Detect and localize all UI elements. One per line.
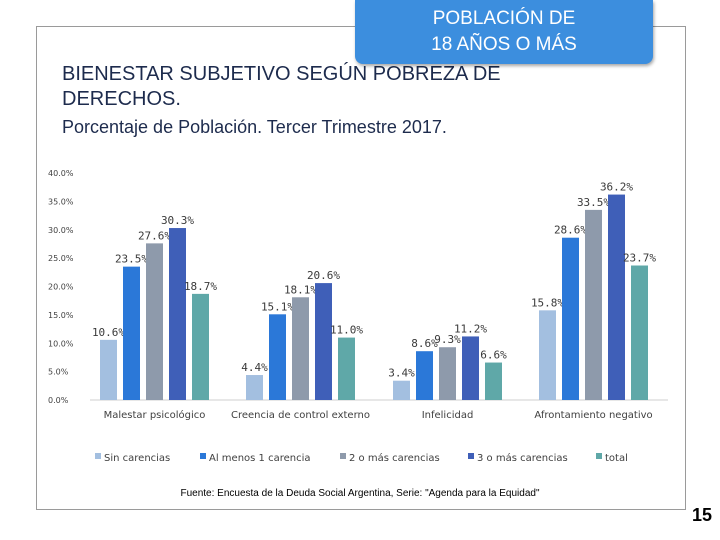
bar (269, 314, 286, 400)
badge-line-2: 18 AÑOS O MÁS (431, 34, 577, 55)
legend-swatch (95, 453, 101, 459)
y-tick-label: 25.0% (48, 254, 74, 263)
data-label: 33.5% (577, 196, 610, 209)
y-tick-label: 5.0% (48, 368, 69, 377)
chart-title: BIENESTAR SUBJETIVO SEGÚN POBREZA DE DER… (62, 63, 501, 110)
data-label: 20.6% (307, 269, 340, 282)
bar (146, 243, 163, 400)
bar (100, 339, 117, 400)
bar (585, 209, 602, 400)
x-category-label: Infelicidad (422, 410, 474, 421)
bar (485, 362, 502, 400)
y-tick-label: 20.0% (48, 283, 74, 292)
data-label: 6.6% (480, 349, 507, 362)
data-label: 10.6% (92, 326, 125, 339)
bar (246, 375, 263, 400)
bar (338, 337, 355, 400)
bar (169, 228, 186, 400)
badge-line-1: POBLACIÓN DE (432, 8, 576, 29)
data-label: 36.2% (600, 181, 633, 194)
x-category-label: Afrontamiento negativo (534, 410, 652, 421)
source-note: Fuente: Encuesta de la Deuda Social Arge… (180, 488, 540, 499)
legend-label: Al menos 1 carencia (209, 453, 311, 464)
legend-swatch (340, 453, 346, 459)
data-label: 18.1% (284, 283, 317, 296)
data-label: 15.8% (531, 296, 564, 309)
bar (539, 310, 556, 400)
x-category-label: Creencia de control externo (231, 410, 370, 421)
chart-subtitle: Porcentaje de Población. Tercer Trimestr… (62, 117, 447, 137)
legend-swatch (596, 453, 602, 459)
bar (416, 351, 433, 400)
data-label: 9.3% (434, 333, 461, 346)
bar (608, 194, 625, 400)
bar (292, 297, 309, 400)
y-tick-label: 30.0% (48, 226, 74, 235)
y-tick-label: 15.0% (48, 311, 74, 320)
bar (123, 266, 140, 400)
bar (631, 265, 648, 400)
data-label: 23.5% (115, 253, 148, 266)
page-number: 15 (691, 505, 712, 525)
bar (315, 283, 332, 400)
data-label: 27.6% (138, 229, 171, 242)
x-category-label: Malestar psicológico (104, 409, 206, 421)
y-tick-label: 40.0% (48, 169, 74, 178)
legend-swatch (200, 453, 206, 459)
legend-label: Sin carencias (104, 453, 170, 464)
data-label: 8.6% (411, 337, 438, 350)
legend-label: 2 o más carencias (349, 452, 440, 464)
bar (462, 336, 479, 400)
population-badge: POBLACIÓN DE 18 AÑOS O MÁS (355, 0, 653, 64)
data-label: 4.4% (241, 361, 268, 374)
bar (192, 293, 209, 400)
bar (439, 347, 456, 400)
y-tick-label: 35.0% (48, 197, 74, 206)
data-label: 18.7% (184, 280, 217, 293)
bar (393, 380, 410, 400)
data-label: 28.6% (554, 224, 587, 237)
data-label: 11.2% (454, 322, 487, 335)
data-label: 15.1% (261, 300, 294, 313)
data-label: 11.0% (330, 324, 363, 337)
data-label: 3.4% (388, 367, 415, 380)
data-label: 30.3% (161, 214, 194, 227)
bar (562, 237, 579, 400)
y-tick-label: 0.0% (48, 396, 69, 405)
legend-swatch (468, 453, 474, 459)
y-tick-label: 10.0% (48, 339, 74, 348)
legend-label: total (605, 453, 628, 464)
data-label: 23.7% (623, 252, 656, 265)
legend-label: 3 o más carencias (477, 452, 568, 464)
